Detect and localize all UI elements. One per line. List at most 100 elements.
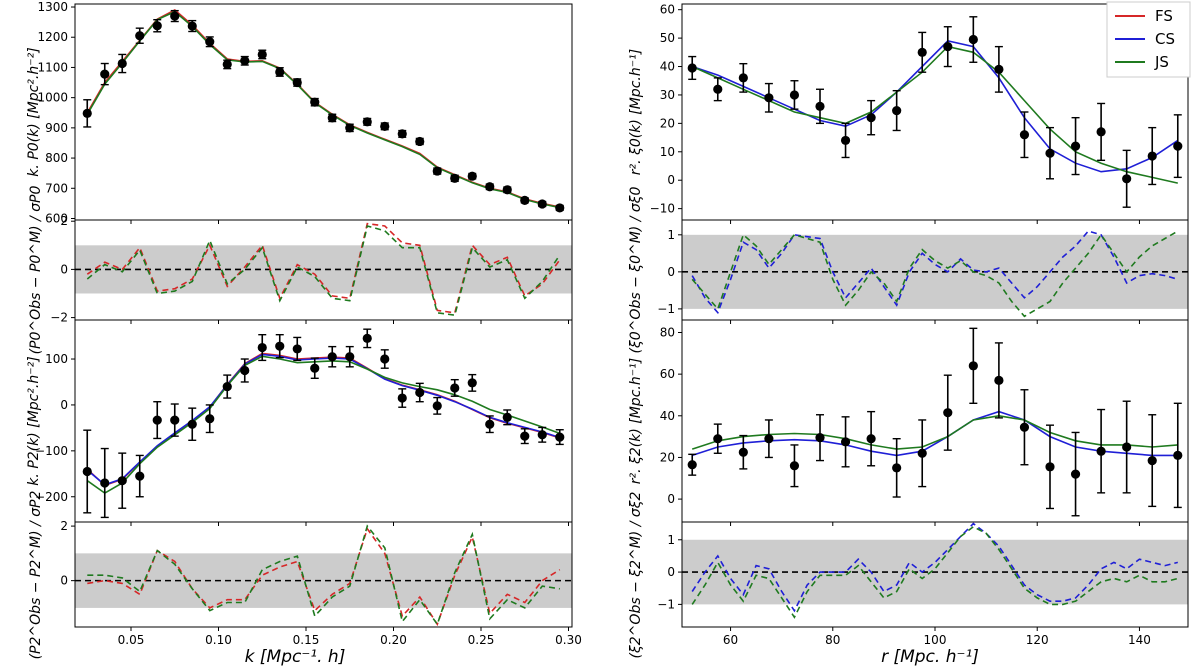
data-point-p2 — [555, 432, 565, 442]
y-tick-label-xi0: 30 — [660, 88, 675, 102]
data-point-xi2 — [815, 433, 825, 443]
data-point-xi2 — [1173, 450, 1183, 460]
legend: FS CS JS — [1106, 1, 1191, 78]
y-tick-label-dxi2: 0 — [667, 565, 675, 579]
series-line-js-dxi2 — [691, 525, 1178, 619]
data-point-p2 — [222, 381, 232, 392]
panel-dp0: −2 0 2 (P0^Obs − P0^M) / σP0 — [28, 185, 573, 354]
data-point-p2 — [240, 365, 250, 376]
x-tick-label-dp2: 0.25 — [468, 633, 495, 647]
data-point-p0 — [275, 67, 285, 77]
y-tick-label-dxi0: 1 — [667, 228, 675, 242]
y-tick-label-xi0: 20 — [660, 116, 675, 130]
plot-area-dp2 — [75, 524, 572, 627]
frame-xi2 — [681, 319, 1189, 523]
y-axis-label-dp2: (P2^Obs − P2^M) / σP2 — [28, 490, 44, 659]
y-tick-label-xi0: −10 — [650, 202, 675, 216]
series-line-cs-p2 — [86, 353, 561, 486]
data-point-p2 — [345, 352, 355, 362]
data-point-xi2 — [1045, 462, 1055, 472]
data-point-xi0 — [764, 93, 774, 103]
data-point-p0 — [100, 69, 110, 79]
y-axis-label-dxi0: (ξ0^Obs − ξ0^M) / σξ0 — [628, 186, 644, 353]
legend-label-fs: FS — [1155, 7, 1173, 25]
data-point-xi0 — [789, 90, 800, 100]
panel-dxi2: −1 0 1 60 80 100 120 140 (ξ2^Obs − ξ2^M) / σξ2 — [628, 491, 1189, 658]
frame-p0 — [74, 3, 573, 221]
x-tick-label-dxi2: 120 — [1026, 633, 1049, 647]
data-point-xi0 — [1019, 130, 1030, 140]
x-tick-label-dp2: 0.10 — [205, 633, 232, 647]
y-tick-label-xi2: 0 — [667, 492, 675, 506]
panel-xi0: −10 0 10 20 30 40 50 60 r². ξ0(k) [Mpc.h⁻¹] — [628, 3, 1189, 224]
x-axis-label-k: k [Mpc⁻¹. h] — [245, 647, 346, 667]
panel-xi2: 0 20 40 60 80 r². ξ2(k) [Mpc.h⁻¹] — [628, 319, 1189, 526]
data-point-p0 — [450, 173, 460, 183]
data-point-xi0 — [738, 73, 748, 83]
data-point-p2 — [100, 478, 110, 488]
data-point-xi0 — [943, 42, 953, 52]
data-point-xi2 — [713, 434, 723, 444]
legend-label-cs: CS — [1155, 30, 1175, 48]
y-tick-label-p0: 800 — [45, 151, 68, 165]
plot-area-dp0 — [75, 222, 572, 317]
panel-p0: 600 700 800 900 1000 1100 1200 1300 k. P0(k) [Mp… — [26, 0, 573, 225]
data-point-p2 — [82, 466, 92, 477]
y-tick-label-dp0: 2 — [60, 214, 68, 228]
y-tick-label-xi2: 80 — [660, 325, 675, 339]
plot-area-dxi0 — [682, 230, 1188, 318]
y-axis-label-p2: k. P2(k) [Mpc².h⁻²] — [26, 356, 42, 485]
y-tick-label-xi2: 40 — [660, 409, 675, 423]
data-point-p0 — [432, 166, 442, 176]
data-point-p0 — [152, 21, 162, 31]
data-point-xi0 — [1045, 148, 1055, 158]
y-tick-label-xi2: 60 — [660, 367, 675, 381]
y-tick-label-xi0: 40 — [660, 60, 675, 74]
data-point-xi2 — [866, 434, 876, 444]
data-point-xi0 — [815, 101, 825, 111]
y-tick-label-p0: 1300 — [37, 0, 68, 14]
data-point-p0 — [345, 123, 355, 133]
y-tick-label-p2: −100 — [35, 444, 68, 458]
data-point-xi2 — [994, 375, 1004, 385]
y-tick-label-p2: 0 — [60, 398, 68, 412]
y-tick-label-dxi2: 1 — [667, 533, 675, 547]
data-point-xi0 — [866, 113, 876, 123]
data-point-p2 — [520, 431, 530, 441]
y-tick-label-p2: 100 — [45, 352, 68, 366]
x-tick-label-dxi2: 140 — [1128, 633, 1151, 647]
series-line-js-p2 — [86, 355, 561, 495]
series-line-js-dp0 — [86, 225, 561, 317]
plot-area-xi2 — [687, 327, 1183, 517]
y-tick-label-xi0: 0 — [667, 173, 675, 187]
y-tick-label-dp2: 0 — [60, 574, 68, 588]
data-point-p0 — [82, 108, 92, 118]
series-line-cs-dxi0 — [691, 230, 1179, 315]
data-point-xi2 — [943, 408, 953, 418]
data-point-p2 — [537, 430, 547, 440]
y-axis-label-xi0: r². ξ0(k) [Mpc.h⁻¹] — [628, 49, 644, 175]
data-point-p0 — [520, 195, 530, 205]
panel-dxi0: −10 1 (ξ0^Obs − ξ0^M) / σξ0 — [628, 186, 1189, 353]
data-point-p2 — [502, 412, 512, 422]
data-point-xi2 — [1070, 469, 1081, 479]
x-axis-label-r: r [Mpc. h⁻¹] — [881, 647, 979, 667]
y-tick-label-dp0: 0 — [60, 262, 68, 276]
data-point-xi2 — [840, 437, 851, 447]
y-tick-label-xi0: 60 — [660, 3, 675, 17]
x-tick-label-dp2: 0.30 — [555, 633, 582, 647]
y-tick-label-p0: 900 — [45, 121, 68, 135]
data-point-xi0 — [1173, 141, 1183, 151]
data-point-xi0 — [840, 135, 851, 146]
data-point-p2 — [397, 393, 407, 403]
data-point-xi0 — [892, 105, 902, 116]
y-axis-label-dxi2: (ξ2^Obs − ξ2^M) / σξ2 — [628, 491, 644, 658]
data-point-p0 — [257, 49, 267, 60]
series-line-cs-xi0 — [691, 40, 1179, 173]
data-point-p2 — [310, 363, 320, 373]
data-point-p0 — [415, 136, 425, 147]
x-tick-label-dxi2: 100 — [924, 633, 947, 647]
data-point-p0 — [240, 56, 250, 66]
series-line-cs-dxi2 — [691, 522, 1178, 613]
data-point-xi2 — [789, 461, 800, 471]
